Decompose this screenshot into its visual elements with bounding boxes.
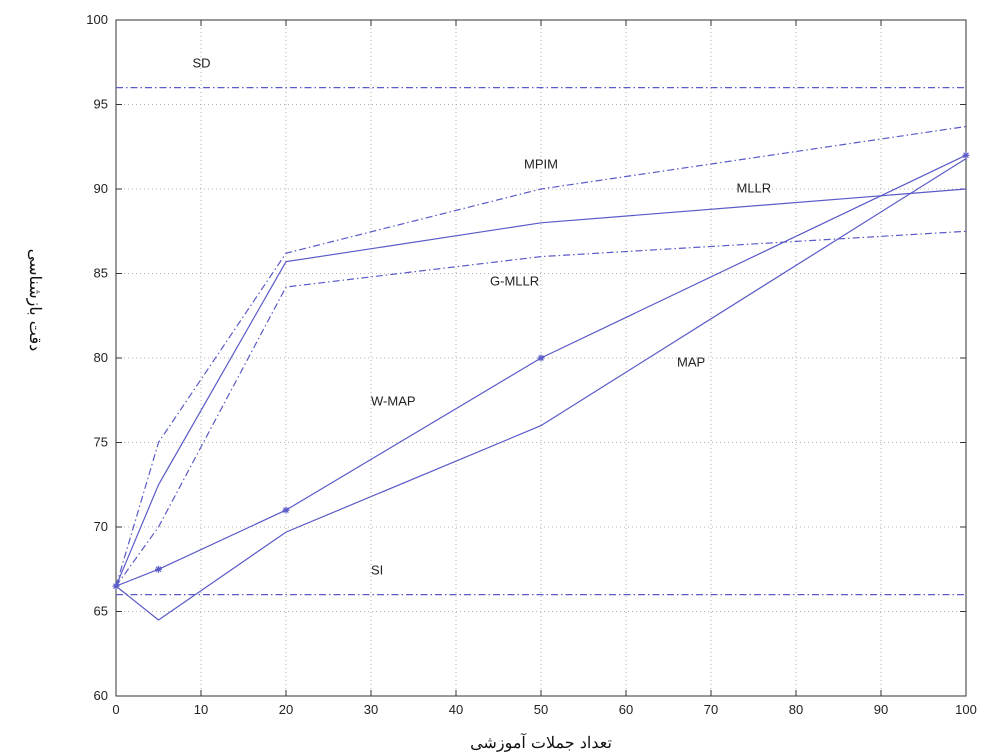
y-tick-label: 75 xyxy=(94,435,108,450)
y-tick-label: 60 xyxy=(94,688,108,703)
series-markers xyxy=(112,151,970,590)
data-point-w-map xyxy=(537,354,545,362)
series-label-si: SI xyxy=(371,562,383,577)
y-tick-label: 100 xyxy=(86,12,108,27)
x-tick-label: 40 xyxy=(449,702,463,717)
x-axis-title: تعداد جملات آموزشی xyxy=(470,732,612,752)
x-tick-label: 70 xyxy=(704,702,718,717)
series-line-map xyxy=(115,158,967,621)
x-tick-label: 0 xyxy=(112,702,119,717)
x-tick-label: 100 xyxy=(955,702,977,717)
series-label-g-mllr: G-MLLR xyxy=(490,273,539,288)
axis-ticks: 0 10 20 30 40 50 60 70 80 90 100 60 65 70 75 80 85 90 95 10… xyxy=(86,12,977,717)
series-label-sd: SD xyxy=(193,55,211,70)
y-tick-label: 70 xyxy=(94,519,108,534)
data-point-w-map xyxy=(282,506,290,514)
series-line-mpim xyxy=(115,125,967,587)
series-labels: SD MPIM MLLR G-MLLR W-MAP MAP SI xyxy=(193,55,772,577)
series-label-mpim: MPIM xyxy=(524,157,558,172)
series-label-mllr: MLLR xyxy=(737,180,772,195)
y-axis-title: دقت بازشناسی xyxy=(26,249,45,351)
x-tick-label: 80 xyxy=(789,702,803,717)
x-tick-label: 90 xyxy=(874,702,888,717)
series-line-g-mllr xyxy=(115,230,967,587)
y-tick-label: 85 xyxy=(94,266,108,281)
y-tick-label: 95 xyxy=(94,97,108,112)
series-line-mllr xyxy=(115,188,967,587)
data-point-w-map xyxy=(155,565,162,573)
x-tick-label: 60 xyxy=(619,702,633,717)
y-tick-label: 65 xyxy=(94,604,108,619)
data-point-w-map xyxy=(962,151,970,159)
x-tick-label: 30 xyxy=(364,702,378,717)
x-tick-label: 10 xyxy=(194,702,208,717)
series-label-map: MAP xyxy=(677,354,705,369)
y-tick-label: 80 xyxy=(94,350,108,365)
x-tick-label: 20 xyxy=(279,702,293,717)
y-tick-label: 90 xyxy=(94,181,108,196)
data-point-w-map xyxy=(112,582,120,590)
x-tick-label: 50 xyxy=(534,702,548,717)
series-label-w-map: W-MAP xyxy=(371,393,416,408)
series-line-w-map xyxy=(115,154,967,587)
